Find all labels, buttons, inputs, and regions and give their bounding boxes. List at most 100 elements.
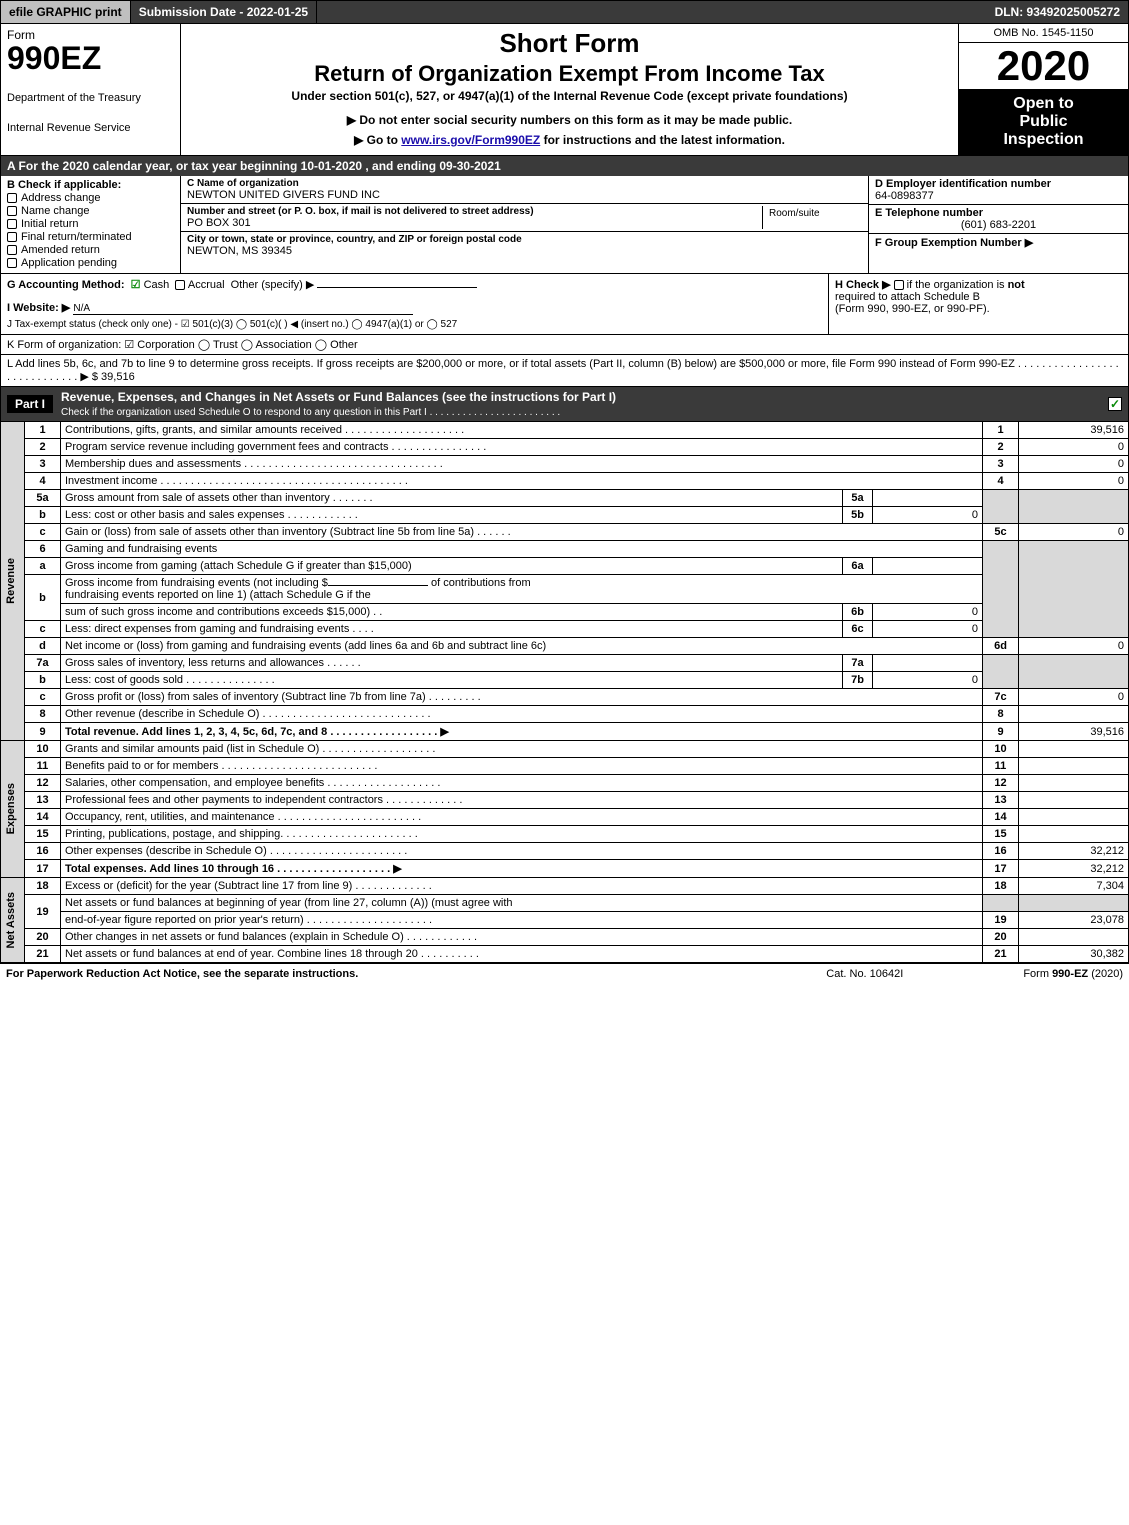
goto-link[interactable]: www.irs.gov/Form990EZ — [401, 133, 540, 147]
h-label: H Check ▶ — [835, 279, 891, 291]
line-value — [1019, 826, 1129, 843]
g-accrual: Accrual — [188, 279, 225, 291]
line-desc: Net assets or fund balances at end of ye… — [61, 946, 983, 963]
sub-val: 0 — [873, 604, 983, 621]
part-i-bar: Part I Revenue, Expenses, and Changes in… — [0, 387, 1129, 422]
part-i-sub: Check if the organization used Schedule … — [61, 407, 560, 418]
sub-num: 6b — [843, 604, 873, 621]
line-num: 21 — [25, 946, 61, 963]
line-value: 32,212 — [1019, 860, 1129, 878]
submission-date-button[interactable]: Submission Date - 2022-01-25 — [131, 1, 317, 23]
g-cash: Cash — [144, 279, 170, 291]
checkbox-name-change[interactable] — [7, 206, 17, 216]
line-num: 18 — [25, 878, 61, 895]
line-desc: Gross amount from sale of assets other t… — [61, 490, 843, 507]
opt-final-return: Final return/terminated — [21, 231, 132, 243]
dept-irs: Internal Revenue Service — [7, 122, 174, 134]
right-num: 6d — [983, 638, 1019, 655]
part-i-label: Part I — [7, 395, 53, 413]
checkbox-address-change[interactable] — [7, 193, 17, 203]
grey-cell — [983, 490, 1019, 524]
checkbox-amended-return[interactable] — [7, 245, 17, 255]
header-left: Form 990EZ Department of the Treasury In… — [1, 24, 181, 155]
checkbox-initial-return[interactable] — [7, 219, 17, 229]
header-middle: Short Form Return of Organization Exempt… — [181, 24, 958, 155]
right-num: 19 — [983, 912, 1019, 929]
check-icon[interactable]: ✓ — [1108, 397, 1122, 411]
footer-right: Form 990-EZ (2020) — [1023, 968, 1123, 980]
line-value — [1019, 741, 1129, 758]
opt-initial-return: Initial return — [21, 218, 78, 230]
line-a-bar: A For the 2020 calendar year, or tax yea… — [0, 156, 1129, 176]
right-num: 5c — [983, 524, 1019, 541]
i-label: I Website: ▶ — [7, 302, 70, 314]
line-value — [1019, 929, 1129, 946]
sub-num: 7b — [843, 672, 873, 689]
right-num: 8 — [983, 706, 1019, 723]
line-desc: Total expenses. Add lines 10 through 16 … — [61, 860, 983, 878]
line-num: b — [25, 507, 61, 524]
footer-left: For Paperwork Reduction Act Notice, see … — [6, 968, 826, 980]
line-num: 5a — [25, 490, 61, 507]
h-text1: if the organization is — [907, 279, 1008, 291]
g-label: G Accounting Method: — [7, 279, 125, 291]
right-num: 21 — [983, 946, 1019, 963]
line-value: 32,212 — [1019, 843, 1129, 860]
line-value — [1019, 758, 1129, 775]
line-desc: Other expenses (describe in Schedule O) … — [61, 843, 983, 860]
line-desc: sum of such gross income and contributio… — [61, 604, 843, 621]
line-num: b — [25, 575, 61, 621]
line-desc: Other revenue (describe in Schedule O) .… — [61, 706, 983, 723]
line-desc: Other changes in net assets or fund bala… — [61, 929, 983, 946]
checkbox-final-return[interactable] — [7, 232, 17, 242]
phone-value: (601) 683-2201 — [875, 219, 1122, 231]
checkbox-application-pending[interactable] — [7, 258, 17, 268]
grey-cell — [983, 541, 1019, 638]
line-num: c — [25, 689, 61, 706]
line-value: 0 — [1019, 456, 1129, 473]
line-num: a — [25, 558, 61, 575]
line-value: 0 — [1019, 524, 1129, 541]
line-desc: Gross income from fundraising events (no… — [61, 575, 983, 604]
tax-year: 2020 — [959, 43, 1128, 89]
sub-num: 6c — [843, 621, 873, 638]
right-num: 3 — [983, 456, 1019, 473]
website-value: N/A — [73, 303, 413, 315]
line-value: 30,382 — [1019, 946, 1129, 963]
right-num: 7c — [983, 689, 1019, 706]
revenue-vlabel: Revenue — [5, 558, 17, 604]
line-num: 14 — [25, 809, 61, 826]
line-value — [1019, 775, 1129, 792]
dln-label: DLN: 93492025005272 — [987, 1, 1128, 23]
checkbox-h[interactable] — [894, 280, 904, 290]
line-num: 10 — [25, 741, 61, 758]
city-label: City or town, state or province, country… — [187, 234, 862, 245]
line-value: 0 — [1019, 439, 1129, 456]
checkbox-accrual[interactable] — [175, 280, 185, 290]
open-l2: Public — [963, 113, 1124, 131]
contrib-input[interactable] — [328, 585, 428, 586]
h-text3: (Form 990, 990-EZ, or 990-PF). — [835, 303, 990, 315]
grey-cell — [983, 655, 1019, 689]
sub-val — [873, 490, 983, 507]
efile-print-button[interactable]: efile GRAPHIC print — [1, 1, 131, 23]
line-desc: Gross income from gaming (attach Schedul… — [61, 558, 843, 575]
line-value: 39,516 — [1019, 422, 1129, 439]
line-value: 0 — [1019, 473, 1129, 490]
line-num: 1 — [25, 422, 61, 439]
row-l: L Add lines 5b, 6c, and 7b to line 9 to … — [0, 355, 1129, 387]
line-num: 20 — [25, 929, 61, 946]
open-l3: Inspection — [963, 131, 1124, 149]
g-other-input[interactable] — [317, 287, 477, 288]
line-desc: Grants and similar amounts paid (list in… — [61, 741, 983, 758]
line-value: 0 — [1019, 638, 1129, 655]
line-desc: Salaries, other compensation, and employ… — [61, 775, 983, 792]
footer-mid: Cat. No. 10642I — [826, 968, 903, 980]
opt-name-change: Name change — [21, 205, 90, 217]
sub-val: 0 — [873, 672, 983, 689]
form-title: Return of Organization Exempt From Incom… — [189, 61, 950, 87]
form-header: Form 990EZ Department of the Treasury In… — [0, 24, 1129, 156]
right-num: 16 — [983, 843, 1019, 860]
open-l1: Open to — [963, 95, 1124, 113]
right-num: 10 — [983, 741, 1019, 758]
